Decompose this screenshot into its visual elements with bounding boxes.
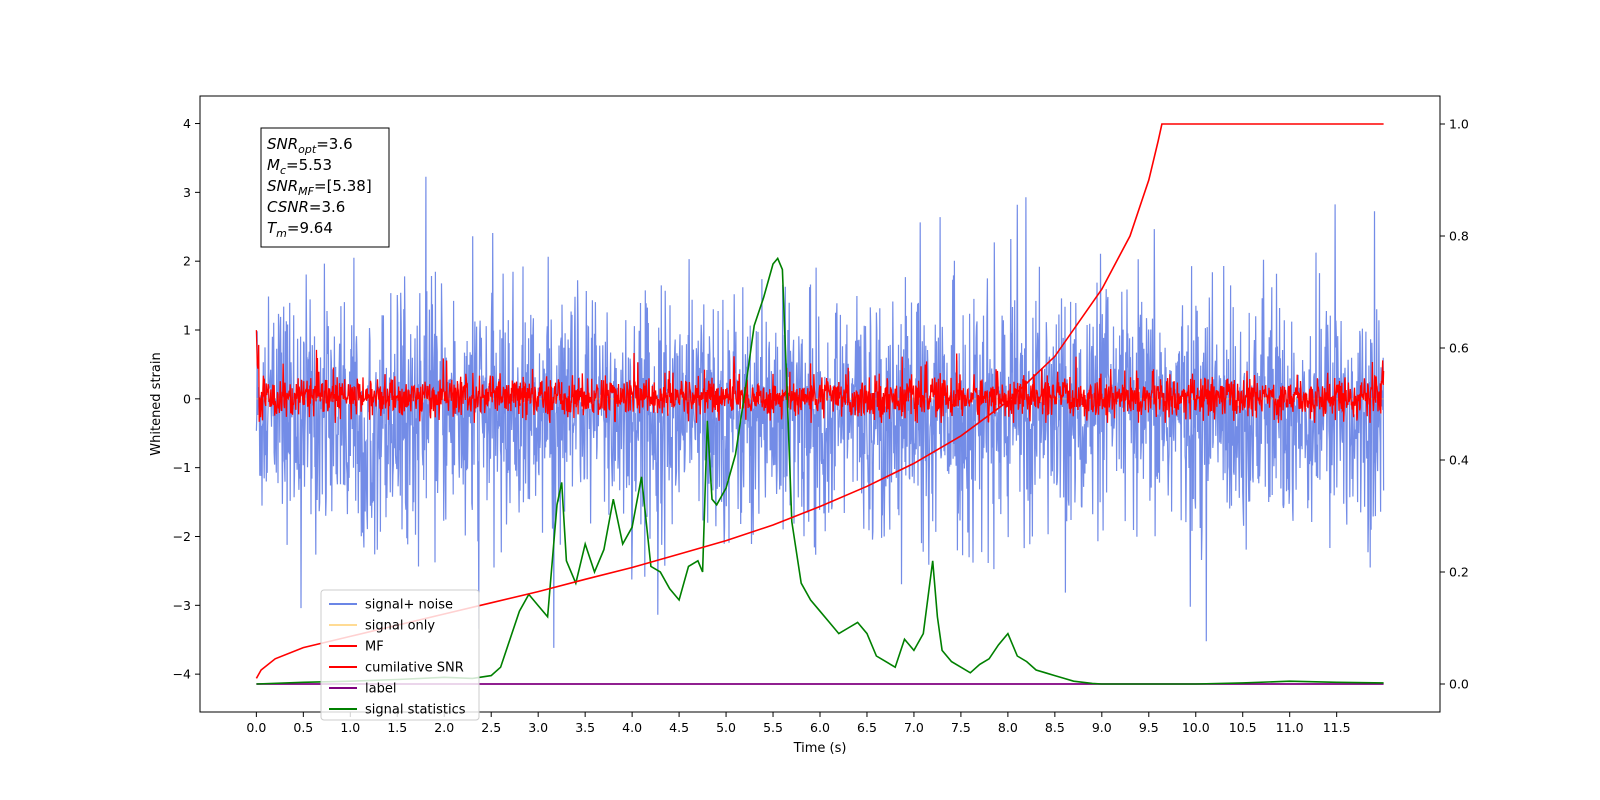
x-tick-label: 3.0 <box>528 720 548 735</box>
x-tick-label: 9.5 <box>1139 720 1159 735</box>
x-tick-label: 3.5 <box>575 720 595 735</box>
y-tick-label: 2 <box>183 254 191 269</box>
x-tick-label: 8.5 <box>1045 720 1065 735</box>
x-tick-label: 0.5 <box>293 720 313 735</box>
legend-label: cumilative SNR <box>365 661 464 676</box>
x-tick-label: 4.0 <box>622 720 642 735</box>
stats-box-frame <box>260 127 390 248</box>
y-axis-label: Whitened strain <box>149 352 164 455</box>
x-tick-label: 4.5 <box>669 720 689 735</box>
mf-line <box>255 330 1385 424</box>
x-tick-label: 1.5 <box>387 720 407 735</box>
x-tick-label: 0.0 <box>246 720 266 735</box>
x-tick-label: 2.5 <box>481 720 501 735</box>
x-tick-label: 6.0 <box>810 720 830 735</box>
x-tick-label: 9.0 <box>1092 720 1112 735</box>
x-tick-label: 5.5 <box>763 720 783 735</box>
right-y-axis-ticks: 1.0 0.8 0.6 0.4 0.2 0.0 <box>1440 117 1469 692</box>
right-y-tick-label: 0.2 <box>1449 565 1469 580</box>
y-tick-label: −2 <box>173 529 191 544</box>
x-tick-label: 5.0 <box>716 720 736 735</box>
x-tick-label: 7.0 <box>904 720 924 735</box>
stats-line: Mc=5.53 <box>267 156 332 177</box>
stats-line: CSNR=3.6 <box>267 198 345 216</box>
x-tick-label: 10.5 <box>1229 720 1257 735</box>
x-tick-label: 11.0 <box>1276 720 1304 735</box>
x-tick-label: 6.5 <box>857 720 877 735</box>
x-tick-label: 2.0 <box>434 720 454 735</box>
right-y-tick-label: 0.4 <box>1449 453 1469 468</box>
right-y-tick-label: 0.6 <box>1449 341 1469 356</box>
right-y-tick-label: 0.0 <box>1449 677 1469 692</box>
y-tick-label: −3 <box>173 598 191 613</box>
y-tick-label: −1 <box>173 460 191 475</box>
signal-plus-noise-line <box>255 176 1385 648</box>
stats-line: SNRopt=3.6 <box>267 135 353 156</box>
mf-layer <box>255 330 1385 424</box>
x-tick-label: 7.5 <box>951 720 971 735</box>
x-tick-label: 8.0 <box>998 720 1018 735</box>
stats-line: Tm=9.64 <box>267 219 333 240</box>
y-tick-label: −4 <box>173 667 191 682</box>
stats-line: SNRMF=[5.38] <box>267 177 372 198</box>
legend-label: label <box>365 682 396 697</box>
x-axis-label: Time (s) <box>793 741 847 756</box>
y-tick-label: 0 <box>183 391 191 406</box>
x-tick-label: 10.0 <box>1182 720 1210 735</box>
y-tick-label: 1 <box>183 323 191 338</box>
x-tick-label: 1.0 <box>340 720 360 735</box>
legend-label: signal statistics <box>365 703 466 718</box>
legend: signal+ noise signal only MF cumilative SNR… <box>320 589 480 721</box>
legend-label: signal+ noise <box>365 598 453 613</box>
x-tick-label: 11.5 <box>1323 720 1351 735</box>
y-tick-label: 4 <box>183 116 191 131</box>
right-y-tick-label: 1.0 <box>1449 117 1469 132</box>
signal-statistics-line <box>256 256 1384 685</box>
signal-plus-noise-layer <box>255 176 1385 648</box>
legend-label: signal only <box>365 619 435 634</box>
right-y-tick-label: 0.8 <box>1449 229 1469 244</box>
y-axis-ticks: 4 3 2 1 0 −1 −2 −3 −4 <box>173 116 200 682</box>
y-tick-label: 3 <box>183 185 191 200</box>
legend-frame <box>320 589 480 721</box>
legend-label: MF <box>365 640 384 655</box>
x-axis-ticks: 0.0 0.5 1.0 1.5 2.0 2.5 3.0 3.5 4.0 4.5 5.0 5.5 6.0 6… <box>246 712 1351 735</box>
